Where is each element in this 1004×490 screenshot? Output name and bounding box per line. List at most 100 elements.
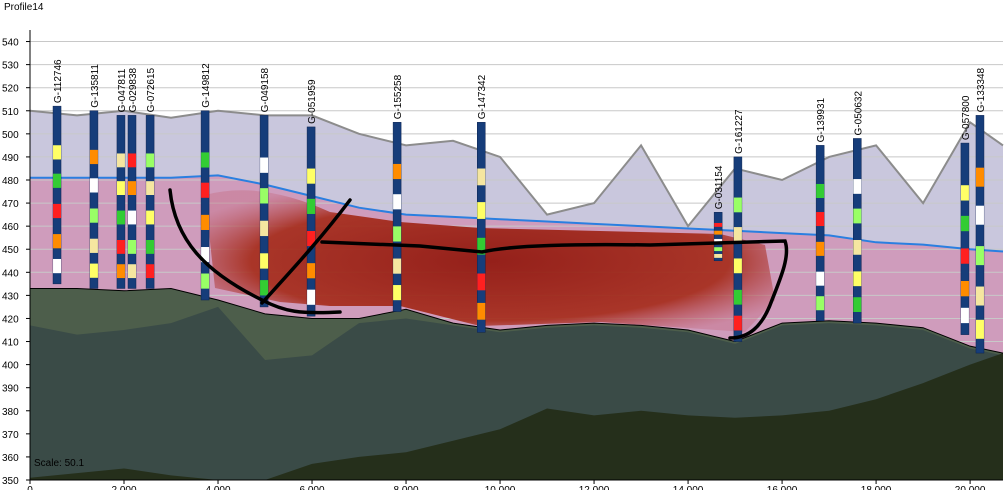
borehole: [259, 115, 269, 308]
lithology-band: [116, 181, 125, 195]
lithology-band: [53, 145, 62, 160]
y-tick-label: 490: [2, 153, 19, 164]
x-tick-label: 18,000: [861, 485, 892, 490]
lithology-band: [733, 315, 742, 331]
lithology-band: [128, 240, 137, 254]
lithology-band: [201, 247, 210, 263]
lithology-band: [477, 273, 486, 291]
borehole-label: G-135811: [90, 64, 101, 108]
lithology-band: [260, 157, 269, 173]
borehole: [306, 126, 316, 317]
chart-title: Profile14: [4, 2, 44, 13]
lithology-band: [816, 212, 825, 227]
lithology-band: [307, 198, 316, 214]
y-tick-label: 470: [2, 199, 19, 210]
lithology-band: [89, 263, 98, 278]
y-tick-label: 360: [2, 453, 19, 464]
lithology-band: [960, 307, 969, 324]
lithology-band: [975, 167, 984, 187]
y-tick-label: 450: [2, 245, 19, 256]
lithology-band: [146, 210, 155, 225]
hand-drawn-outline: [168, 188, 789, 340]
lithology-band: [146, 240, 155, 254]
lithology-band: [116, 210, 125, 225]
borehole: [733, 156, 743, 342]
deep-rock-layer: [30, 353, 1003, 480]
lithology-band: [260, 280, 269, 296]
lithology-band: [733, 197, 742, 213]
lithology-band: [260, 188, 269, 204]
lithology-band: [393, 285, 402, 301]
y-tick-label: 500: [2, 130, 19, 141]
y-tick-label: 400: [2, 361, 19, 372]
borehole: [713, 212, 723, 262]
lithology-band: [53, 258, 62, 274]
lithology-band: [146, 181, 155, 195]
borehole-label: G-029838: [128, 67, 139, 112]
lithology-band: [307, 289, 316, 305]
borehole: [853, 138, 862, 324]
lithology-band: [714, 253, 723, 258]
lithology-band: [201, 214, 210, 230]
borehole: [116, 115, 126, 289]
borehole: [145, 115, 155, 289]
borehole-label: G-149812: [201, 63, 212, 108]
borehole-label: G-049158: [260, 67, 271, 112]
lithology-band: [975, 286, 984, 306]
lithology-band: [307, 263, 316, 279]
lithology-band: [853, 271, 862, 287]
lithology-band: [853, 240, 862, 255]
lithology-band: [89, 208, 98, 223]
x-tick-label: 12,000: [579, 485, 610, 490]
lithology-band: [477, 302, 486, 320]
lithology-band: [201, 152, 210, 168]
lithology-band: [816, 183, 825, 198]
lithology-band: [733, 289, 742, 305]
scale-label: Scale: 50.1: [34, 458, 84, 469]
borehole: [476, 122, 486, 333]
borehole-label: G-050632: [853, 91, 864, 136]
lithology-band: [393, 226, 402, 242]
borehole-label: G-139931: [816, 97, 827, 142]
x-tick-label: 8,000: [394, 485, 419, 490]
y-tick-label: 390: [2, 384, 19, 395]
lithology-band: [53, 234, 62, 249]
borehole-label: G-031154: [714, 165, 725, 209]
x-tick-label: 6,000: [300, 485, 325, 490]
borehole: [127, 115, 137, 289]
lithology-band: [477, 202, 486, 219]
lithology-band: [201, 182, 210, 198]
borehole-label: G-112746: [53, 59, 64, 103]
lithology-band: [128, 181, 137, 195]
x-tick-label: 2,000: [111, 485, 136, 490]
lithology-band: [146, 153, 155, 168]
lithology-band: [714, 247, 723, 252]
lithology-band: [975, 246, 984, 266]
borehole-label: G-051959: [307, 79, 318, 124]
lithology-band: [975, 205, 984, 225]
y-tick-label: 510: [2, 107, 19, 118]
x-tick-label: 0: [27, 485, 33, 490]
lithology-band: [960, 248, 969, 264]
x-tick-label: 20,000: [955, 485, 986, 490]
y-tick-label: 430: [2, 291, 19, 302]
bedrock-edge: [30, 287, 1004, 354]
lithology-band: [201, 273, 210, 289]
borehole-label: G-047811: [117, 68, 128, 112]
lithology-band: [960, 215, 969, 232]
borehole-label: G-057800: [961, 95, 972, 140]
borehole-label: G-155258: [393, 74, 404, 119]
lithology-band: [816, 296, 825, 311]
lithology-band: [714, 230, 723, 235]
lithology-band: [116, 264, 125, 279]
lithology-band: [853, 179, 862, 194]
x-tick-label: 4,000: [206, 485, 231, 490]
borehole: [975, 115, 985, 354]
lithology-band: [116, 153, 125, 168]
x-tick-label: 16,000: [767, 485, 798, 490]
lithology-band: [307, 168, 316, 184]
lithology-band: [89, 238, 98, 253]
lithology-band: [853, 297, 862, 312]
lithology-band: [53, 173, 62, 188]
borehole: [89, 110, 99, 289]
